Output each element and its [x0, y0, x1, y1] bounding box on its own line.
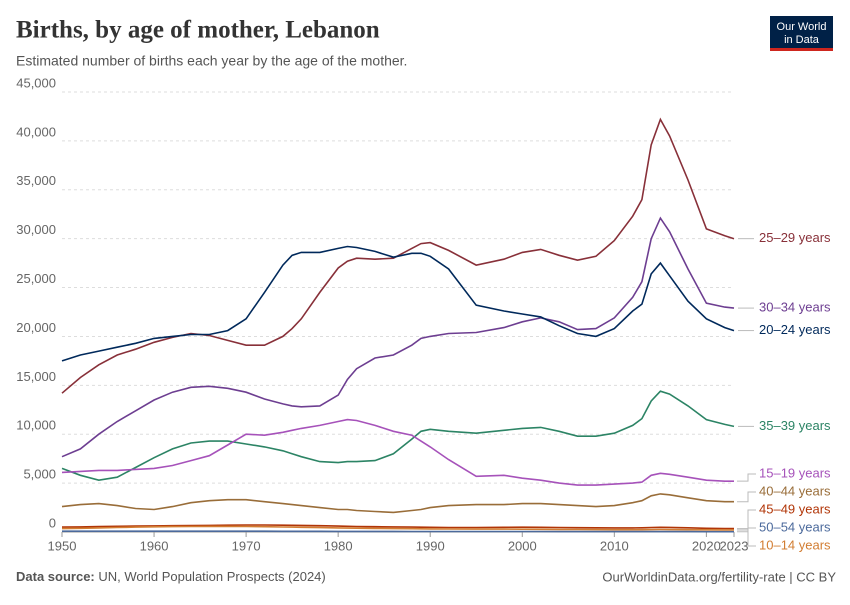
- label-connector: [737, 509, 756, 530]
- x-tick-label: 2020: [692, 538, 721, 553]
- y-tick-label: 10,000: [16, 418, 56, 433]
- y-tick-label: 45,000: [16, 75, 56, 90]
- y-tick-label: 5,000: [23, 467, 56, 482]
- y-tick-label: 0: [49, 515, 56, 530]
- label-connector: [737, 529, 756, 547]
- series-line: [61, 493, 734, 514]
- series-line: [61, 216, 735, 458]
- series-line: [62, 530, 734, 533]
- x-tick-label: 1950: [48, 538, 77, 553]
- x-tick-label: 1970: [232, 538, 261, 553]
- x-tick-label: 2023: [720, 538, 749, 553]
- x-tick-label: 2010: [600, 538, 629, 553]
- y-tick-label: 40,000: [16, 124, 56, 139]
- logo-text: Our World: [777, 21, 827, 33]
- source: UN, World Population Prospects (2024): [98, 569, 325, 584]
- series-label: 15–19 years: [759, 465, 831, 480]
- y-tick-label: 20,000: [16, 320, 56, 335]
- series-label: 35–39 years: [759, 418, 831, 433]
- x-tick-label: 1990: [416, 538, 445, 553]
- logo: Our World in Data: [770, 16, 833, 51]
- logo-bar: [770, 48, 833, 51]
- series-line: [61, 524, 735, 530]
- series-line: [61, 525, 735, 531]
- series-label: 25–29 years: [759, 230, 831, 245]
- y-tick-label: 30,000: [16, 222, 56, 237]
- label-connector: [737, 491, 756, 503]
- logo-box: [770, 16, 833, 50]
- series-line: [61, 418, 734, 486]
- logo-text: in Data: [784, 34, 820, 46]
- series-label: 20–24 years: [759, 322, 831, 337]
- y-tick-label: 15,000: [16, 369, 56, 384]
- x-tick-label: 1960: [140, 538, 169, 553]
- series-line: [61, 390, 735, 482]
- series-label: 45–49 years: [759, 501, 831, 516]
- label-connector: [737, 473, 756, 482]
- series-line: [61, 245, 735, 362]
- footer-source: Data source: UN, World Population Prospe…: [16, 569, 326, 584]
- series-label: 30–34 years: [759, 300, 831, 315]
- chart-subtitle: Estimated number of births each year by …: [16, 53, 407, 69]
- source-label: Data source:: [16, 569, 95, 584]
- x-tick-label: 1980: [324, 538, 353, 553]
- x-tick-label: 2000: [508, 538, 537, 553]
- y-tick-label: 25,000: [16, 271, 56, 286]
- series-label: 40–44 years: [759, 483, 831, 498]
- series-label: 10–14 years: [759, 537, 831, 552]
- footer-url: OurWorldinData.org/fertility-rate | CC B…: [602, 569, 836, 584]
- y-tick-label: 35,000: [16, 173, 56, 188]
- series-label: 50–54 years: [759, 519, 831, 534]
- chart-title: Births, by age of mother, Lebanon: [16, 17, 380, 44]
